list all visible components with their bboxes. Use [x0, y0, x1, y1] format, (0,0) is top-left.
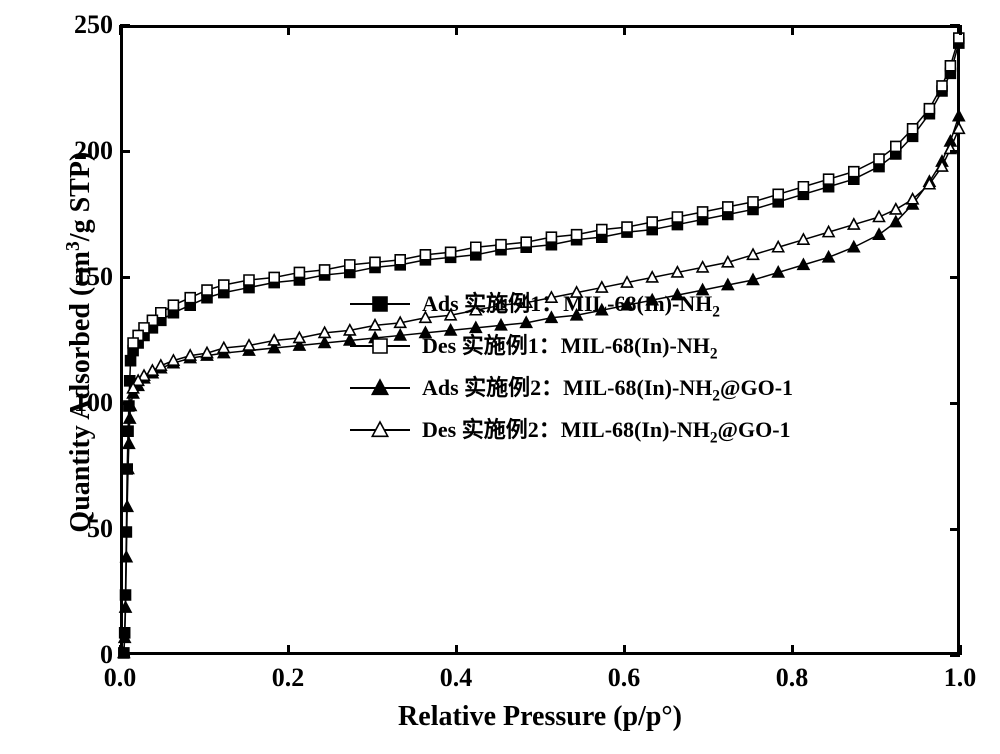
legend-item: Des 实施例2：MIL-68(In)-NH2@GO-1	[350, 416, 793, 444]
legend-label: Ads 实施例2：MIL-68(In)-NH2@GO-1	[422, 370, 793, 405]
legend-marker-icon	[350, 377, 410, 399]
y-tick-label: 0	[65, 640, 113, 670]
y-tick-label: 250	[65, 10, 113, 40]
legend-item: Ads 实施例2：MIL-68(In)-NH2@GO-1	[350, 374, 793, 402]
legend-label: Ads 实施例1：MIL-68(In)-NH2	[422, 286, 720, 321]
chart-container: Quantity Adsorbed (cm3/g STP) Relative P…	[0, 0, 1000, 754]
legend-marker-icon	[350, 335, 410, 357]
legend-marker-icon	[350, 419, 410, 441]
x-tick-label: 0.2	[272, 663, 305, 693]
legend-label: Des 实施例1：MIL-68(In)-NH2	[422, 328, 718, 363]
y-tick-label: 100	[65, 388, 113, 418]
y-tick-label: 200	[65, 136, 113, 166]
x-tick-label: 0.4	[440, 663, 473, 693]
y-tick-label: 50	[65, 514, 113, 544]
x-tick-label: 1.0	[944, 663, 977, 693]
legend: Ads 实施例1：MIL-68(In)-NH2 Des 实施例1：MIL-68(I…	[350, 290, 793, 458]
y-axis-label: Quantity Adsorbed (cm3/g STP)	[63, 132, 97, 552]
legend-item: Ads 实施例1：MIL-68(In)-NH2	[350, 290, 793, 318]
y-tick-label: 150	[65, 262, 113, 292]
legend-label: Des 实施例2：MIL-68(In)-NH2@GO-1	[422, 412, 791, 447]
legend-item: Des 实施例1：MIL-68(In)-NH2	[350, 332, 793, 360]
x-axis-label: Relative Pressure (p/p°)	[120, 701, 960, 733]
legend-marker-icon	[350, 293, 410, 315]
x-tick-label: 0.6	[608, 663, 641, 693]
x-tick-label: 0.8	[776, 663, 809, 693]
